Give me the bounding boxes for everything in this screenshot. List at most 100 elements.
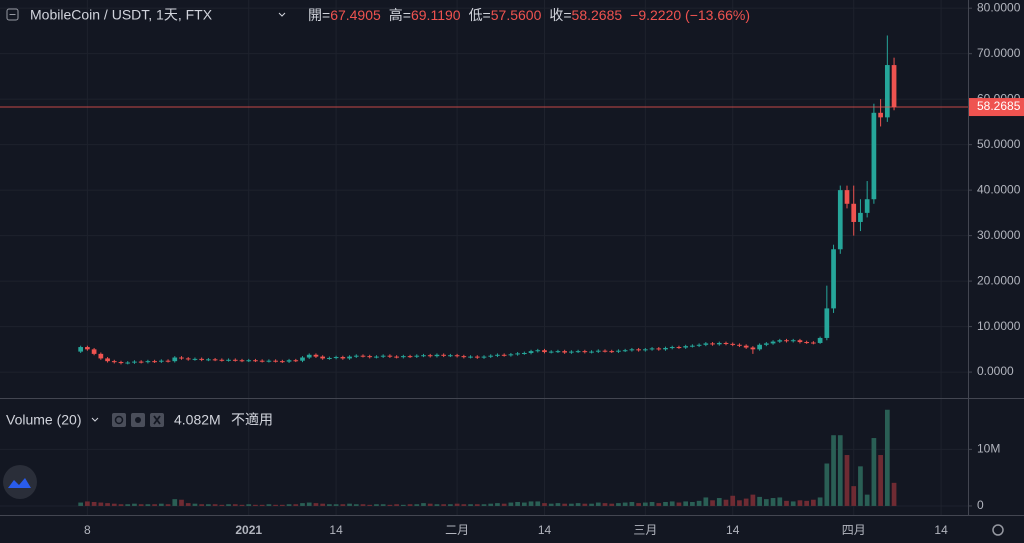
candle-body (508, 354, 514, 356)
axes: 8 2021 14 二月 14 三月 14 四月 14 0.0000 10.0000 20.0000 3… (84, 0, 1024, 537)
candle-body (535, 350, 541, 352)
symbol-title[interactable]: MobileCoin / USDT, 1天, FTX (30, 7, 213, 23)
eye-button[interactable] (112, 413, 126, 427)
candle-body (253, 360, 258, 362)
volume-bar (649, 501, 655, 506)
volume-bar (710, 500, 715, 506)
y-tick-label: 80.0000 (977, 0, 1021, 14)
change-value: −9.2220 (−13.66%) (630, 7, 750, 23)
candle-body (804, 342, 810, 344)
candle-body (105, 358, 110, 362)
volume-bar (199, 504, 205, 506)
candle-body (495, 354, 500, 356)
x-tick-label: 8 (84, 523, 91, 537)
candle-body (777, 340, 783, 342)
candle-body (784, 340, 789, 342)
volume-tick-label: 0 (977, 498, 984, 512)
low-value: 57.5600 (491, 7, 542, 23)
eye-icon (114, 415, 124, 425)
volume-bar (353, 504, 359, 506)
candle-body (891, 65, 897, 108)
volume-bar (246, 504, 252, 506)
volume-bar (454, 503, 460, 506)
volume-bar (589, 503, 594, 506)
x-tick-label: 14 (726, 523, 740, 537)
volume-bar (804, 500, 810, 506)
candle-body (737, 344, 742, 346)
candle-body (582, 351, 588, 353)
collapse-icon[interactable] (6, 8, 19, 21)
settings-gear[interactable] (992, 524, 1004, 536)
logo-badge[interactable] (3, 465, 37, 499)
volume-bar (232, 504, 238, 506)
y-tick-label: 70.0000 (977, 46, 1021, 60)
candle-body (145, 361, 151, 363)
candle-body (575, 351, 581, 353)
candle-body (192, 358, 198, 360)
volume-bar (421, 503, 426, 506)
volume-bar (327, 504, 332, 506)
volume-chevron[interactable] (91, 417, 99, 422)
close-label: 收= (549, 7, 571, 23)
candle-body (185, 358, 191, 360)
volume-bar (629, 501, 635, 506)
volume-bar (569, 503, 574, 506)
symbol-chevron[interactable] (278, 12, 286, 17)
volume-bar (132, 503, 137, 506)
volume-bar (394, 504, 399, 506)
candle-body (172, 357, 178, 362)
close-icon (153, 415, 161, 425)
volume-bar (737, 500, 742, 506)
y-tick-label: 20.0000 (977, 273, 1021, 287)
volume-bar (400, 504, 406, 506)
candle-body (165, 360, 171, 362)
candle-body (380, 355, 386, 357)
candle-body (817, 337, 823, 343)
volume-bar (434, 504, 440, 506)
volume-bar (279, 504, 285, 506)
candle-body (763, 343, 769, 345)
volume-bar (118, 504, 124, 506)
volume-bar (360, 504, 366, 506)
logo-icon (8, 478, 31, 488)
candle-body (441, 354, 447, 356)
y-tick-label: 40.0000 (977, 182, 1021, 196)
candle-body (642, 349, 648, 351)
volume-bar (481, 504, 487, 506)
open-label: 開= (308, 7, 330, 23)
volume-bar (817, 497, 823, 506)
y-tick-label: 0.0000 (977, 364, 1014, 378)
volume-bar (750, 494, 756, 506)
volume-bar (145, 504, 151, 506)
volume-bar (300, 503, 305, 506)
volume-bar (777, 497, 783, 506)
volume-bar (192, 503, 198, 506)
candle-body (884, 65, 890, 118)
candle-body (374, 356, 379, 358)
candle-body (548, 351, 554, 353)
volume-bar (622, 502, 628, 506)
volume-bar (206, 504, 211, 506)
volume-bar (138, 504, 144, 506)
candle-body (569, 351, 574, 353)
candle-body (629, 349, 635, 351)
volume-bar (78, 502, 84, 506)
candle-body (98, 353, 104, 359)
volume-bar (716, 498, 722, 506)
candle-body (488, 355, 494, 357)
volume-bar (212, 504, 218, 506)
candle-body (246, 360, 252, 362)
candle-body (716, 342, 722, 345)
volume-bar (273, 504, 278, 506)
candle-body (273, 360, 278, 362)
volume-bar (535, 501, 541, 506)
candle-body (212, 359, 218, 361)
volume-bar (891, 482, 897, 506)
volume-bar (441, 504, 447, 506)
candle-body (78, 347, 84, 352)
candle-body (333, 357, 339, 359)
candle-body (320, 356, 326, 359)
candle-body (138, 361, 144, 363)
volume-bar (858, 466, 863, 506)
y-tick-label: 10.0000 (977, 319, 1021, 333)
